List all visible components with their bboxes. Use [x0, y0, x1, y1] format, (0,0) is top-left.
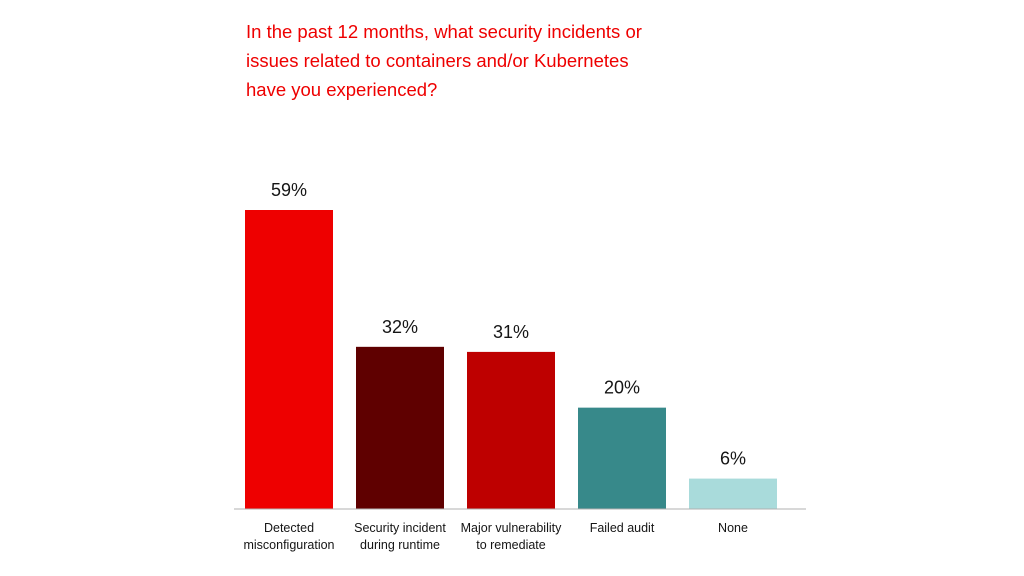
category-label-none: None — [718, 521, 748, 535]
category-label-security-incident-during-runtime: Security incident during runtime — [354, 521, 446, 552]
value-label-failed-audit: 20% — [604, 378, 640, 398]
value-label-detected-misconfiguration: 59% — [271, 180, 307, 200]
category-label-failed-audit: Failed audit — [590, 521, 655, 535]
value-label-security-incident-during-runtime: 32% — [382, 317, 418, 337]
bar-major-vulnerability-to-remediate — [467, 351, 555, 509]
bar-none — [689, 478, 777, 509]
value-label-major-vulnerability-to-remediate: 31% — [493, 322, 529, 342]
bar-detected-misconfiguration — [245, 210, 333, 509]
category-labels-group: Detected misconfiguration Security inciden… — [243, 521, 747, 552]
category-label-detected-misconfiguration: Detected misconfiguration — [243, 521, 334, 552]
bar-security-incident-during-runtime — [356, 346, 444, 509]
bars-group — [245, 210, 777, 509]
value-label-none: 6% — [720, 449, 746, 469]
bar-failed-audit — [578, 407, 666, 509]
chart-title: In the past 12 months, what security inc… — [246, 21, 642, 100]
category-label-major-vulnerability-to-remediate: Major vulnerability to remediate — [461, 521, 562, 552]
value-labels-group: 59% 32% 31% 20% 6% — [271, 180, 746, 469]
